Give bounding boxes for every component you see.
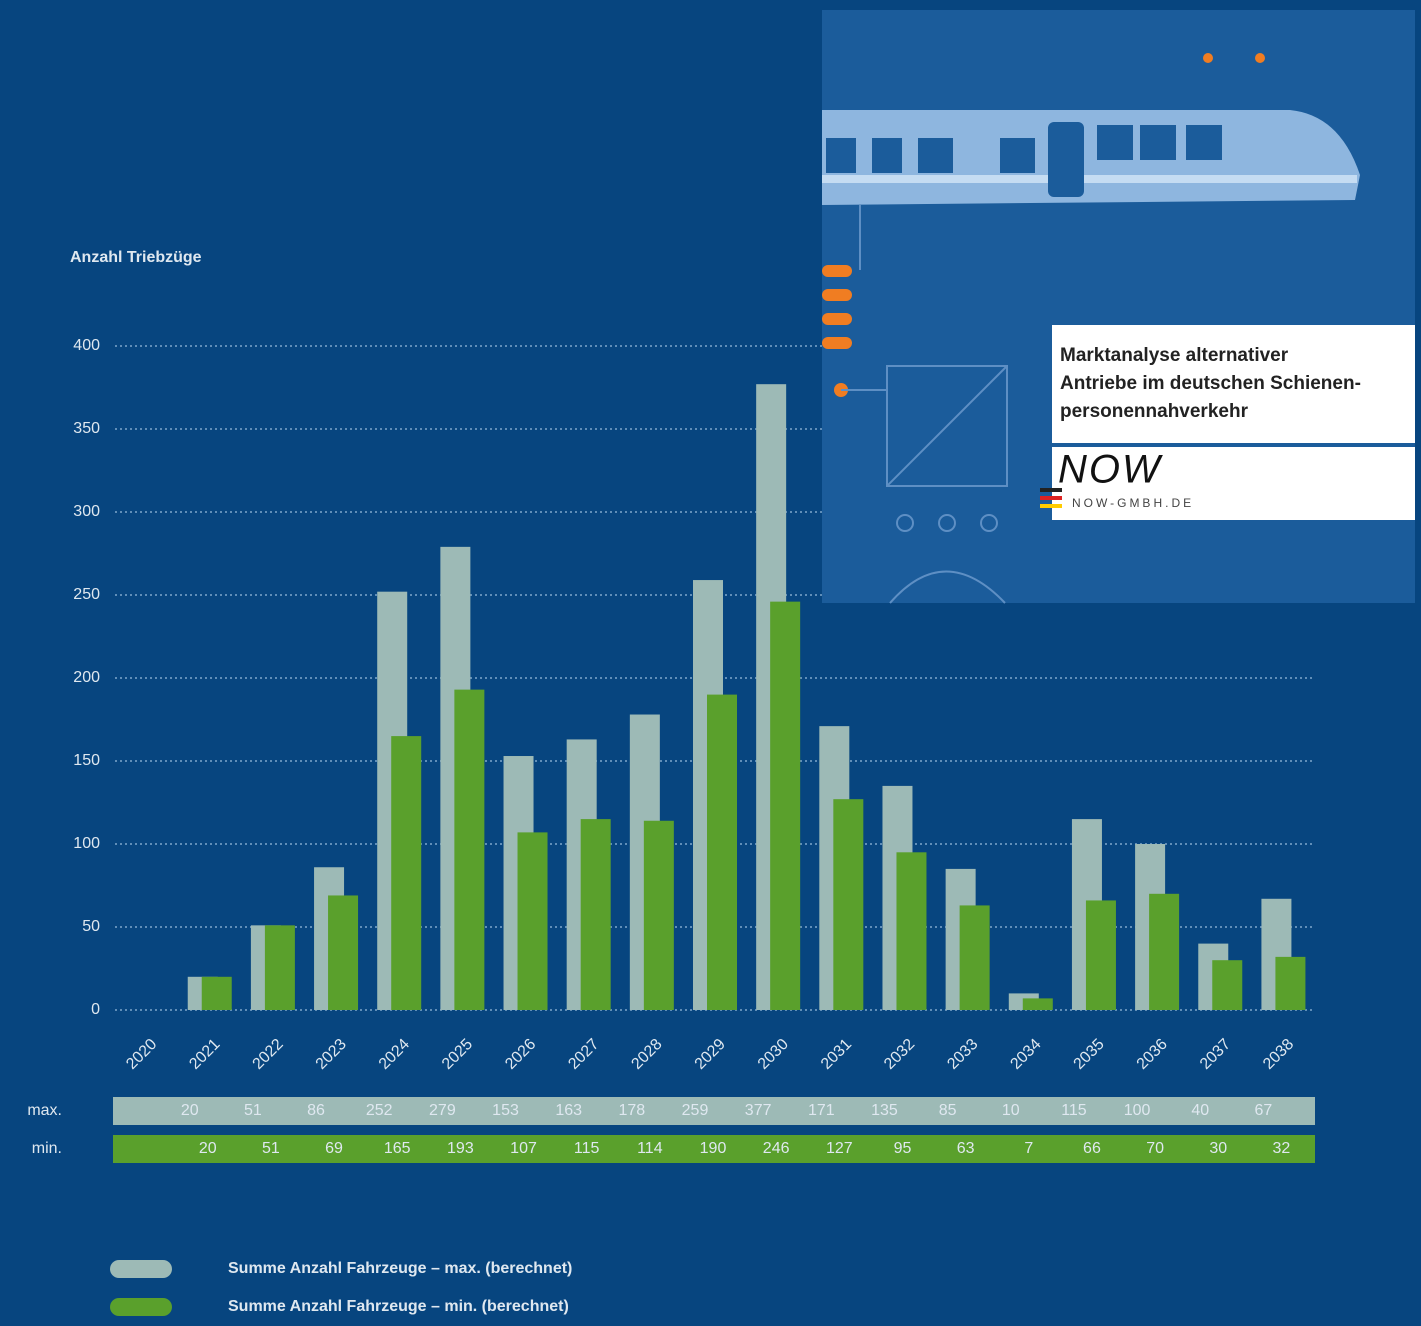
table-value: 10 [1002,1102,1020,1119]
bar [770,601,801,1010]
cover-url: NOW-GMBH.DE [1072,496,1194,510]
table-row-label: max. [27,1102,62,1119]
cover-title: Marktanalyse alternativer [1060,345,1289,366]
table-value: 95 [894,1140,912,1157]
cover-title: Antriebe im deutschen Schienen- [1060,373,1361,394]
table-value: 107 [510,1140,537,1157]
bar [201,976,232,1010]
table-value: 279 [429,1102,456,1119]
table-value: 115 [1061,1102,1087,1119]
table-value: 63 [957,1140,975,1157]
y-axis-label: Anzahl Triebzüge [70,249,202,266]
y-tick-label: 100 [73,835,100,852]
flag-stripe [1040,504,1062,508]
table-value: 165 [384,1140,411,1157]
orange-markers [822,53,1265,397]
bar [1149,893,1180,1010]
bar [391,736,422,1010]
table-value: 86 [307,1102,325,1119]
bar [1022,998,1053,1010]
flag-stripe [1040,496,1062,500]
table-value: 85 [939,1102,957,1119]
y-tick-label: 0 [91,1001,100,1018]
train [822,110,1360,205]
table-value: 7 [1024,1140,1033,1157]
table-value: 32 [1273,1140,1291,1157]
table-value: 377 [745,1102,772,1119]
y-tick-label: 50 [82,918,100,935]
table-value: 246 [763,1140,790,1157]
y-tick-label: 300 [73,503,100,520]
cover-title: personennahverkehr [1060,401,1249,422]
table-value: 153 [492,1102,519,1119]
train-stripe [822,175,1357,183]
bar [517,832,548,1010]
table-value: 30 [1209,1140,1227,1157]
cover-title-box [1052,325,1415,443]
bar [707,694,737,1010]
table-value: 114 [637,1140,663,1157]
y-tick-label: 150 [73,752,100,769]
table-value: 20 [199,1140,217,1157]
table-value: 51 [244,1102,262,1119]
table-value: 69 [325,1140,343,1157]
table-value: 51 [262,1140,280,1157]
table-value: 40 [1191,1102,1209,1119]
table-value: 127 [826,1140,853,1157]
table-row-label: min. [32,1140,62,1157]
bar [1275,956,1306,1010]
y-tick-label: 400 [73,337,100,354]
table-row [113,1135,1315,1163]
bar [833,799,864,1010]
table-value: 259 [682,1102,709,1119]
bar [580,819,611,1010]
table-value: 178 [618,1102,645,1119]
table-value: 171 [808,1102,835,1119]
legend-swatch [110,1260,172,1278]
table-value: 100 [1124,1102,1151,1119]
bar [1085,900,1116,1010]
bar [328,895,359,1010]
cover-logo-box [1052,447,1415,520]
table-value: 135 [871,1102,898,1119]
table-value: 190 [700,1140,727,1157]
legend-label: Summe Anzahl Fahrzeuge – max. (berechnet… [228,1260,572,1277]
table-value: 163 [555,1102,582,1119]
bar [896,852,927,1010]
inset-cover: Marktanalyse alternativer Antriebe im de… [822,10,1415,604]
bar [1212,960,1243,1010]
bar [264,925,295,1010]
table-value: 66 [1083,1140,1101,1157]
legend-swatch [110,1298,172,1316]
bar [643,820,674,1010]
legend-label: Summe Anzahl Fahrzeuge – min. (berechnet… [228,1298,569,1315]
table-value: 193 [447,1140,474,1157]
bar [959,905,990,1010]
table-row [113,1097,1315,1125]
y-tick-label: 250 [73,586,100,603]
y-tick-label: 350 [73,420,100,437]
circuit-lines [841,205,1008,604]
table-value: 67 [1255,1102,1273,1119]
bar [454,689,485,1010]
train-windows [826,122,1222,197]
table-value: 70 [1146,1140,1164,1157]
flag-stripe [1040,488,1062,492]
y-tick-label: 200 [73,669,100,686]
table-value: 252 [366,1102,393,1119]
cover-logo: NOW [1058,448,1163,492]
table-value: 115 [574,1140,600,1157]
table-value: 20 [181,1102,199,1119]
